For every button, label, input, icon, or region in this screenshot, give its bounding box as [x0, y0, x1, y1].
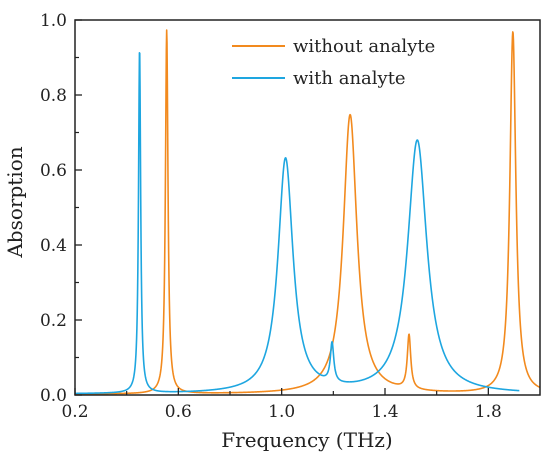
y-tick-label: 1.0: [40, 11, 67, 31]
y-tick-label: 0.2: [40, 311, 67, 331]
y-tick-label: 0.0: [40, 386, 67, 406]
x-tick-label: 1.0: [268, 402, 295, 422]
legend-label-without-analyte: without analyte: [293, 36, 435, 57]
x-tick-label: 1.4: [371, 402, 398, 422]
y-tick-label: 0.6: [40, 161, 67, 181]
series-lines: [74, 29, 541, 395]
series-line-with-analyte: [74, 52, 520, 395]
axis-tick-labels: 0.2 0.6 1.0 1.4 1.80.00.20.40.60.81.0: [40, 11, 502, 422]
y-axis-title: Absorption: [3, 146, 27, 258]
x-tick-label: 0.2: [61, 402, 88, 422]
y-tick-label: 0.4: [40, 236, 67, 256]
x-tick-label: 0.6: [165, 402, 192, 422]
x-axis-title: Frequency (THz): [221, 428, 392, 452]
legend: without analyte with analyte: [232, 36, 435, 89]
legend-label-with-analyte: with analyte: [293, 68, 406, 89]
axis-ticks: [74, 19, 489, 396]
x-tick-label: 1.8: [475, 402, 502, 422]
y-tick-label: 0.8: [40, 86, 67, 106]
